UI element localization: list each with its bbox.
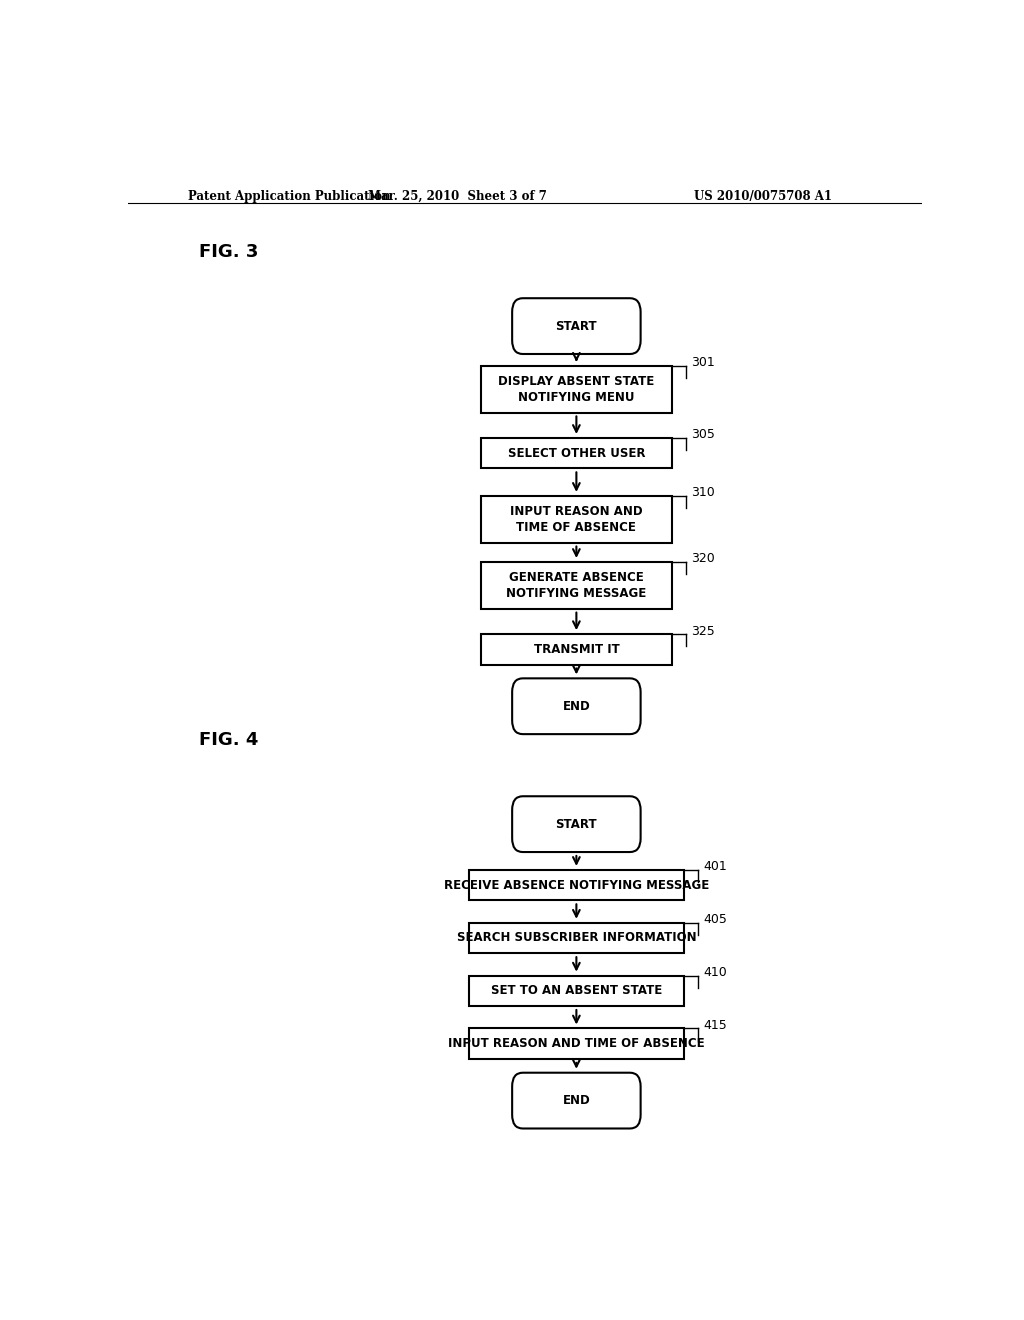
FancyBboxPatch shape — [512, 678, 641, 734]
Bar — [469, 1028, 684, 1059]
Text: Patent Application Publication: Patent Application Publication — [187, 190, 390, 202]
FancyBboxPatch shape — [512, 796, 641, 851]
FancyBboxPatch shape — [512, 298, 641, 354]
Bar — [469, 923, 684, 953]
Bar — [469, 975, 684, 1006]
Text: TRANSMIT IT: TRANSMIT IT — [534, 643, 620, 656]
Text: END: END — [562, 1094, 590, 1107]
Text: DISPLAY ABSENT STATE
NOTIFYING MENU: DISPLAY ABSENT STATE NOTIFYING MENU — [499, 375, 654, 404]
Text: 410: 410 — [703, 966, 727, 979]
Bar — [481, 562, 672, 609]
Text: INPUT REASON AND TIME OF ABSENCE: INPUT REASON AND TIME OF ABSENCE — [449, 1038, 705, 1051]
Bar — [481, 496, 672, 543]
Text: START: START — [556, 817, 597, 830]
Bar — [481, 634, 672, 664]
Text: SEARCH SUBSCRIBER INFORMATION: SEARCH SUBSCRIBER INFORMATION — [457, 932, 696, 945]
Text: 401: 401 — [703, 861, 727, 874]
Text: 310: 310 — [691, 486, 715, 499]
Bar — [469, 870, 684, 900]
Text: FIG. 3: FIG. 3 — [200, 243, 259, 261]
Text: INPUT REASON AND
TIME OF ABSENCE: INPUT REASON AND TIME OF ABSENCE — [510, 504, 643, 533]
Text: 305: 305 — [691, 429, 716, 441]
Text: 415: 415 — [703, 1019, 727, 1032]
Text: 320: 320 — [691, 552, 715, 565]
Text: SELECT OTHER USER: SELECT OTHER USER — [508, 446, 645, 459]
Text: END: END — [562, 700, 590, 713]
Text: 325: 325 — [691, 624, 715, 638]
FancyBboxPatch shape — [512, 1073, 641, 1129]
Text: SET TO AN ABSENT STATE: SET TO AN ABSENT STATE — [490, 985, 662, 998]
Text: START: START — [556, 319, 597, 333]
Text: 301: 301 — [691, 356, 715, 370]
Text: RECEIVE ABSENCE NOTIFYING MESSAGE: RECEIVE ABSENCE NOTIFYING MESSAGE — [443, 879, 709, 891]
Text: Mar. 25, 2010  Sheet 3 of 7: Mar. 25, 2010 Sheet 3 of 7 — [368, 190, 547, 202]
Text: GENERATE ABSENCE
NOTIFYING MESSAGE: GENERATE ABSENCE NOTIFYING MESSAGE — [506, 570, 646, 599]
Text: FIG. 4: FIG. 4 — [200, 731, 259, 748]
Text: 405: 405 — [703, 913, 727, 927]
Text: US 2010/0075708 A1: US 2010/0075708 A1 — [694, 190, 831, 202]
Bar — [481, 438, 672, 469]
Bar — [481, 366, 672, 412]
